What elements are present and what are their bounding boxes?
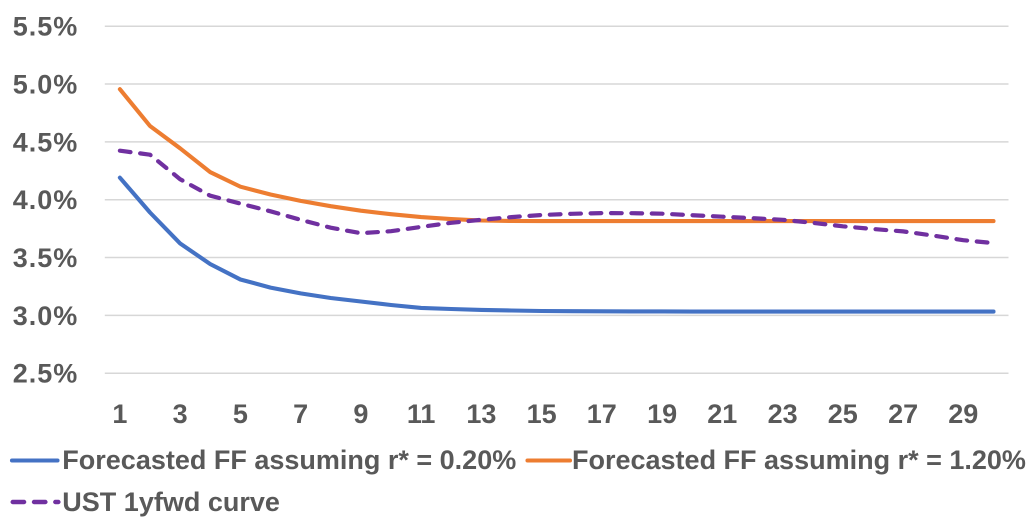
svg-text:3.0%: 3.0% [13,301,79,331]
svg-text:UST 1yfwd curve: UST 1yfwd curve [62,487,280,517]
svg-text:4.5%: 4.5% [13,127,79,157]
svg-text:4.0%: 4.0% [13,185,79,215]
svg-text:27: 27 [888,399,918,429]
svg-text:23: 23 [768,399,798,429]
svg-text:9: 9 [353,399,368,429]
svg-text:1: 1 [112,399,127,429]
svg-text:7: 7 [293,399,308,429]
svg-text:25: 25 [828,399,858,429]
svg-text:5.5%: 5.5% [13,12,79,42]
svg-text:2.5%: 2.5% [13,359,79,389]
svg-text:19: 19 [647,399,677,429]
svg-text:21: 21 [707,399,737,429]
svg-text:Forecasted FF assuming r* = 1.: Forecasted FF assuming r* = 1.20% [572,445,1026,475]
svg-text:5: 5 [233,399,248,429]
svg-text:15: 15 [527,399,557,429]
svg-text:Forecasted FF assuming r* = 0.: Forecasted FF assuming r* = 0.20% [62,445,516,475]
svg-text:17: 17 [587,399,617,429]
svg-text:13: 13 [466,399,496,429]
svg-text:5.0%: 5.0% [13,69,79,99]
svg-text:3: 3 [173,399,188,429]
svg-text:29: 29 [948,399,978,429]
svg-text:3.5%: 3.5% [13,243,79,273]
svg-text:11: 11 [407,399,436,429]
